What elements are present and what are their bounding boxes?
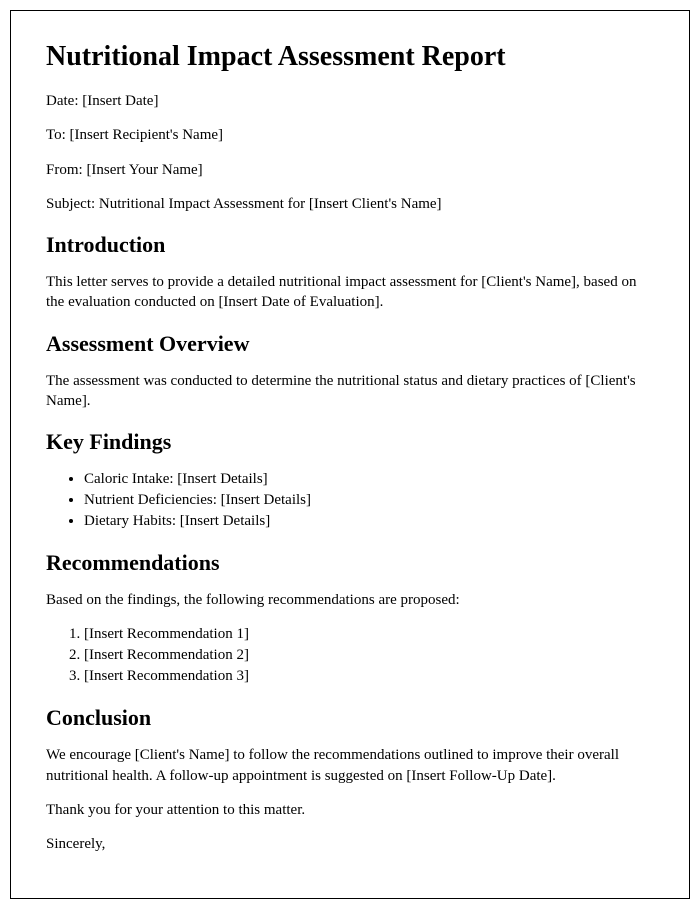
list-item: [Insert Recommendation 1] xyxy=(84,624,654,645)
date-line: Date: [Insert Date] xyxy=(46,91,654,111)
key-findings-list: Caloric Intake: [Insert Details] Nutrien… xyxy=(84,469,654,532)
introduction-heading: Introduction xyxy=(46,232,654,258)
list-item: [Insert Recommendation 2] xyxy=(84,645,654,666)
to-value: [Insert Recipient's Name] xyxy=(70,127,223,143)
list-item: Caloric Intake: [Insert Details] xyxy=(84,469,654,490)
date-label: Date: xyxy=(46,93,82,109)
introduction-body: This letter serves to provide a detailed… xyxy=(46,272,654,313)
from-label: From: xyxy=(46,162,86,178)
recommendations-heading: Recommendations xyxy=(46,550,654,576)
list-item: [Insert Recommendation 3] xyxy=(84,666,654,687)
list-item: Nutrient Deficiencies: [Insert Details] xyxy=(84,490,654,511)
conclusion-heading: Conclusion xyxy=(46,705,654,731)
date-value: [Insert Date] xyxy=(82,93,158,109)
from-line: From: [Insert Your Name] xyxy=(46,160,654,180)
assessment-overview-body: The assessment was conducted to determin… xyxy=(46,371,654,412)
subject-label: Subject: xyxy=(46,196,99,212)
recommendations-intro: Based on the findings, the following rec… xyxy=(46,590,654,610)
assessment-overview-heading: Assessment Overview xyxy=(46,331,654,357)
to-label: To: xyxy=(46,127,70,143)
subject-line: Subject: Nutritional Impact Assessment f… xyxy=(46,194,654,214)
conclusion-body: We encourage [Client's Name] to follow t… xyxy=(46,745,654,786)
subject-value: Nutritional Impact Assessment for [Inser… xyxy=(99,196,442,212)
to-line: To: [Insert Recipient's Name] xyxy=(46,125,654,145)
page-title: Nutritional Impact Assessment Report xyxy=(46,41,654,73)
list-item: Dietary Habits: [Insert Details] xyxy=(84,511,654,532)
conclusion-thanks: Thank you for your attention to this mat… xyxy=(46,800,654,820)
from-value: [Insert Your Name] xyxy=(86,162,202,178)
conclusion-signoff: Sincerely, xyxy=(46,834,654,854)
document-page: Nutritional Impact Assessment Report Dat… xyxy=(10,10,690,899)
key-findings-heading: Key Findings xyxy=(46,429,654,455)
recommendations-list: [Insert Recommendation 1] [Insert Recomm… xyxy=(84,624,654,687)
